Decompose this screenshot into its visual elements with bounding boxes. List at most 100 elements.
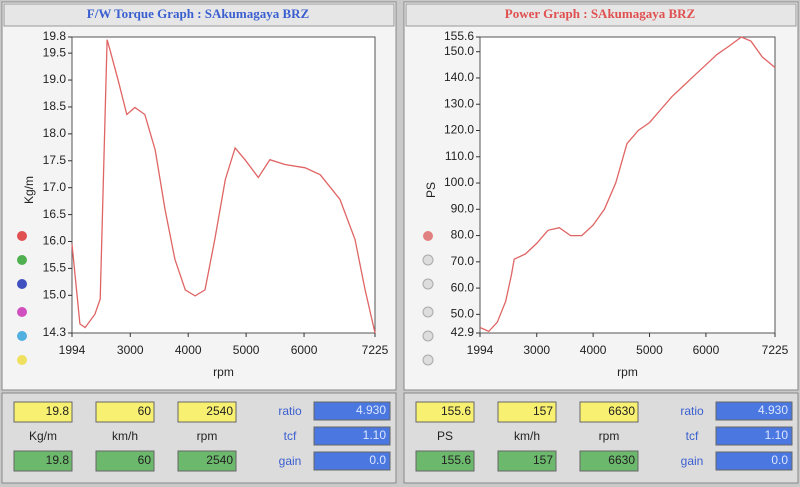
channel-button[interactable]: [422, 330, 434, 342]
y-tick-label: 18.0: [43, 126, 67, 140]
channel-button[interactable]: [17, 279, 27, 289]
y-tick-label: 50.0: [451, 307, 475, 321]
channel-button[interactable]: [17, 307, 27, 317]
y-tick-label: 90.0: [451, 201, 475, 215]
y-tick-label: 16.0: [43, 234, 67, 248]
side-value: 0.0: [369, 453, 386, 467]
top-box: [177, 401, 237, 423]
y-axis-label: Kg/m: [22, 176, 36, 204]
top-box: [579, 401, 639, 423]
y-tick-label: 155.6: [444, 29, 474, 43]
channel-button[interactable]: [422, 254, 434, 266]
y-axis-label: PS: [424, 182, 438, 198]
bottom-box: [177, 450, 237, 472]
side-box: [715, 451, 793, 471]
readout-value: 6630: [608, 404, 635, 418]
channel-button[interactable]: [423, 231, 433, 241]
y-tick-label: 19.5: [43, 45, 67, 59]
side-value: 0.0: [771, 453, 788, 467]
readout-unit: km/h: [514, 429, 540, 443]
side-label: gain: [279, 454, 302, 468]
channel-button[interactable]: [422, 306, 434, 318]
channel-buttons: [17, 231, 434, 366]
bottom-box: [497, 450, 557, 472]
bottom-box: [579, 450, 639, 472]
x-tick-label: 3000: [117, 343, 144, 357]
x-tick-label: 6000: [291, 343, 318, 357]
side-value: 4.930: [356, 403, 386, 417]
y-tick-label: 80.0: [451, 228, 475, 242]
y-tick-label: 17.5: [43, 153, 67, 167]
y-tick-label: 140.0: [444, 70, 474, 84]
x-tick-label: 7225: [362, 343, 389, 357]
readout-unit: rpm: [197, 429, 218, 443]
readout-value: 19.8: [46, 404, 70, 418]
y-tick-label: 120.0: [444, 123, 474, 137]
y-tick-label: 16.5: [43, 207, 67, 221]
chart-title: F/W Torque Graph : SAkumagaya BRZ: [87, 6, 310, 21]
readout-value: 19.8: [46, 453, 70, 467]
readout-value: 157: [533, 404, 553, 418]
x-axis-label: rpm: [617, 365, 638, 379]
side-label: ratio: [278, 404, 302, 418]
y-tick-label: 15.5: [43, 261, 67, 275]
top-box: [415, 401, 475, 423]
channel-button[interactable]: [422, 278, 434, 290]
readout-value: 60: [138, 453, 152, 467]
top-box: [497, 401, 557, 423]
top-box: [95, 401, 155, 423]
readout-value: 6630: [608, 453, 635, 467]
x-tick-label: 5000: [233, 343, 260, 357]
channel-button[interactable]: [422, 354, 434, 366]
bottom-box: [13, 450, 73, 472]
y-tick-label: 19.8: [43, 29, 67, 43]
x-tick-label: 1994: [467, 343, 494, 357]
title-bar: [405, 3, 797, 27]
y-tick-label: 19.0: [43, 72, 67, 86]
channel-button[interactable]: [17, 355, 27, 365]
side-label: ratio: [680, 404, 704, 418]
readout-value: 155.6: [441, 453, 471, 467]
side-value: 4.930: [758, 403, 788, 417]
y-tick-label: 60.0: [451, 280, 475, 294]
y-tick-label: 110.0: [445, 149, 474, 163]
y-tick-label: 70.0: [451, 254, 475, 268]
readout-value: 157: [533, 453, 553, 467]
y-tick-label: 18.5: [43, 99, 67, 113]
side-label: gain: [681, 454, 704, 468]
readout-value: 155.6: [441, 404, 471, 418]
x-tick-label: 6000: [693, 343, 720, 357]
torque-line: [71, 39, 376, 334]
side-box: [313, 426, 391, 446]
channel-button[interactable]: [17, 255, 27, 265]
x-tick-label: 1994: [59, 343, 86, 357]
channel-button[interactable]: [17, 331, 27, 341]
y-tick-label: 42.9: [451, 325, 475, 339]
readout-value: 2540: [206, 404, 233, 418]
x-tick-label: 7225: [762, 343, 789, 357]
side-box: [715, 401, 793, 421]
plot-area: [479, 36, 776, 334]
side-label: tcf: [284, 429, 297, 443]
x-axis-label: rpm: [213, 365, 234, 379]
chart-title: Power Graph : SAkumagaya BRZ: [505, 6, 696, 21]
side-box: [313, 401, 391, 421]
x-tick-label: 5000: [636, 343, 663, 357]
side-box: [715, 426, 793, 446]
x-tick-label: 4000: [580, 343, 607, 357]
channel-button[interactable]: [17, 231, 27, 241]
y-tick-label: 17.0: [43, 180, 67, 194]
x-tick-label: 4000: [175, 343, 202, 357]
x-tick-label: 3000: [523, 343, 550, 357]
side-label: tcf: [686, 429, 699, 443]
side-value: 1.10: [363, 428, 387, 442]
y-tick-label: 14.3: [43, 325, 67, 339]
readout-unit: km/h: [112, 429, 138, 443]
readout-value: 60: [138, 404, 152, 418]
readout-value: 2540: [206, 453, 233, 467]
y-tick-label: 15.0: [43, 287, 67, 301]
readout-unit: rpm: [599, 429, 620, 443]
side-value: 1.10: [765, 428, 789, 442]
